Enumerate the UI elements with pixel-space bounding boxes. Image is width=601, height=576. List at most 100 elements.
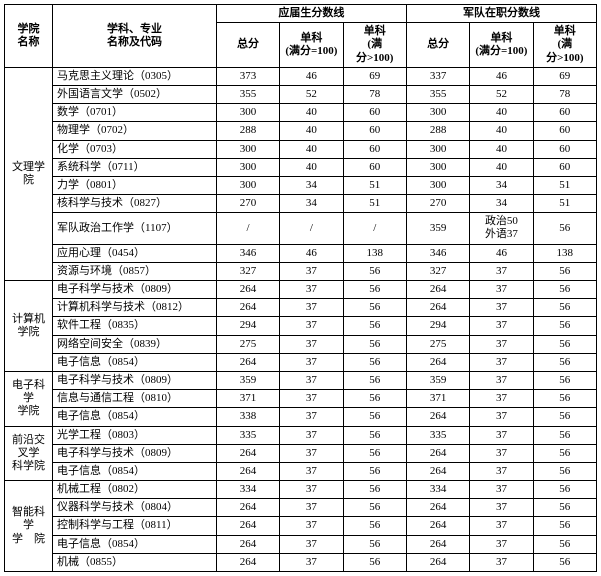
score-cell: 335 [406, 426, 469, 444]
major-cell: 软件工程（0835） [53, 317, 217, 335]
score-cell: 56 [533, 535, 596, 553]
major-cell: 物理学（0702） [53, 122, 217, 140]
score-cell: 37 [280, 499, 343, 517]
score-cell: 373 [216, 67, 279, 85]
score-cell: 37 [470, 262, 533, 280]
score-cell: 288 [216, 122, 279, 140]
score-cell: 56 [343, 371, 406, 389]
score-cell: 69 [533, 67, 596, 85]
table-row: 文理学院马克思主义理论（0305）37346693374669 [5, 67, 597, 85]
score-cell: 60 [343, 104, 406, 122]
score-cell: 359 [406, 371, 469, 389]
score-cell: 334 [406, 481, 469, 499]
score-cell: 138 [343, 244, 406, 262]
score-cell: 264 [406, 499, 469, 517]
header-total-2: 总分 [406, 23, 469, 68]
major-cell: 电子科学与技术（0809） [53, 281, 217, 299]
score-cell: 56 [343, 535, 406, 553]
score-cell: 355 [216, 85, 279, 103]
score-cell: 371 [216, 390, 279, 408]
header-subgt100-1: 单科(满分>100) [343, 23, 406, 68]
major-cell: 机械（0855） [53, 553, 217, 571]
score-cell: 56 [533, 262, 596, 280]
score-cell: 34 [280, 195, 343, 213]
score-cell: 78 [533, 85, 596, 103]
score-cell: 40 [470, 122, 533, 140]
score-cell: 300 [406, 104, 469, 122]
score-cell: 40 [470, 104, 533, 122]
score-cell: 37 [280, 553, 343, 571]
table-row: 系统科学（0711）30040603004060 [5, 158, 597, 176]
score-cell: 37 [280, 408, 343, 426]
major-cell: 网络空间安全（0839） [53, 335, 217, 353]
score-cell: 37 [280, 281, 343, 299]
score-cell: 264 [216, 444, 279, 462]
score-cell: 60 [343, 140, 406, 158]
score-cell: 51 [533, 195, 596, 213]
score-cell: 37 [470, 281, 533, 299]
score-cell: 56 [343, 499, 406, 517]
score-cell: 37 [470, 553, 533, 571]
score-cell: 37 [280, 444, 343, 462]
score-cell: 138 [533, 244, 596, 262]
score-cell: 37 [470, 299, 533, 317]
score-cell: 37 [280, 390, 343, 408]
score-cell: 56 [343, 353, 406, 371]
score-cell: 37 [280, 299, 343, 317]
header-subgt100-2: 单科(满分>100) [533, 23, 596, 68]
table-row: 信息与通信工程（0810）37137563713756 [5, 390, 597, 408]
table-row: 应用心理（0454）3464613834646138 [5, 244, 597, 262]
major-cell: 信息与通信工程（0810） [53, 390, 217, 408]
score-cell: 264 [406, 444, 469, 462]
score-cell: 56 [533, 281, 596, 299]
table-row: 机械（0855）26437562643756 [5, 553, 597, 571]
major-cell: 光学工程（0803） [53, 426, 217, 444]
score-cell: 60 [343, 122, 406, 140]
score-cell: 37 [470, 481, 533, 499]
score-cell: 46 [470, 67, 533, 85]
score-cell: 346 [216, 244, 279, 262]
header-group2: 军队在职分数线 [406, 5, 596, 23]
score-cell: 政治50外语37 [470, 213, 533, 244]
score-cell: 294 [406, 317, 469, 335]
table-row: 计算机学院电子科学与技术（0809）26437562643756 [5, 281, 597, 299]
major-cell: 外国语言文学（0502） [53, 85, 217, 103]
score-cell: 294 [216, 317, 279, 335]
table-row: 计算机科学与技术（0812）26437562643756 [5, 299, 597, 317]
college-cell: 计算机学院 [5, 281, 53, 372]
table-row: 电子科学学院电子科学与技术（0809）35937563593756 [5, 371, 597, 389]
major-cell: 电子信息（0854） [53, 462, 217, 480]
score-cell: 37 [470, 499, 533, 517]
major-cell: 系统科学（0711） [53, 158, 217, 176]
score-cell: 34 [280, 176, 343, 194]
score-cell: 60 [533, 104, 596, 122]
score-cell: 300 [216, 176, 279, 194]
score-cell: 264 [406, 462, 469, 480]
score-cell: 37 [280, 371, 343, 389]
table-row: 资源与环境（0857）32737563273756 [5, 262, 597, 280]
major-cell: 应用心理（0454） [53, 244, 217, 262]
score-cell: 275 [216, 335, 279, 353]
score-cell: 56 [533, 426, 596, 444]
score-cell: 37 [280, 426, 343, 444]
score-cell: 264 [406, 553, 469, 571]
major-cell: 机械工程（0802） [53, 481, 217, 499]
table-header: 学院名称 学科、专业名称及代码 应届生分数线 军队在职分数线 总分 单科(满分=… [5, 5, 597, 68]
table-row: 军队政治工作学（1107）///359政治50外语3756 [5, 213, 597, 244]
table-row: 化学（0703）30040603004060 [5, 140, 597, 158]
score-cell: 56 [343, 426, 406, 444]
score-cell: / [343, 213, 406, 244]
score-cell: 37 [280, 535, 343, 553]
score-cell: 264 [216, 517, 279, 535]
score-cell: 60 [533, 140, 596, 158]
major-cell: 核科学与技术（0827） [53, 195, 217, 213]
major-cell: 电子科学与技术（0809） [53, 371, 217, 389]
major-cell: 力学（0801） [53, 176, 217, 194]
score-cell: 37 [280, 317, 343, 335]
score-cell: 56 [533, 213, 596, 244]
score-cell: 359 [216, 371, 279, 389]
score-cell: 56 [343, 408, 406, 426]
score-cell: 300 [216, 158, 279, 176]
score-cell: 56 [343, 517, 406, 535]
score-cell: 37 [280, 262, 343, 280]
